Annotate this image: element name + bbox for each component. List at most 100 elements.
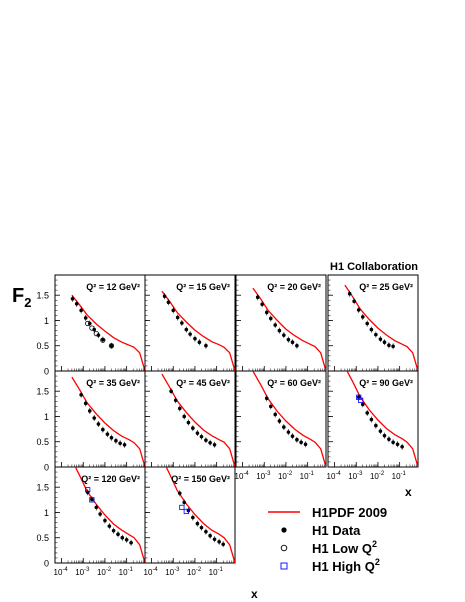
high-q2-point: [183, 508, 189, 515]
x-tick-label: 10-1: [209, 567, 224, 577]
data-point: [360, 315, 365, 319]
fit-curve: [165, 467, 235, 563]
high-q2-point: [89, 497, 95, 503]
panel-q2-150: Q² = 150 GeV² 10-4 10-3 10-2 10-1: [144, 466, 236, 577]
data-point: [277, 328, 282, 333]
x-tick-label: 10-2: [187, 567, 202, 577]
panel-grid: Q² = 12 GeV² 0 0.5 1 1.5 Q² = 15 GeV² Q² = 20 …: [36, 274, 419, 577]
data-point: [204, 343, 208, 348]
data-point: [374, 332, 378, 337]
panel-q2-15: Q² = 15 GeV²: [144, 274, 236, 372]
data-point: [369, 327, 374, 332]
data-point: [391, 440, 395, 445]
panel-q2-25: Q² = 25 GeV²: [327, 274, 419, 372]
data-point: [109, 343, 114, 348]
data-point: [378, 429, 383, 433]
data-point: [94, 505, 99, 510]
panel-label: Q² = 20 GeV²: [267, 282, 321, 292]
data-point: [92, 416, 97, 420]
data-point: [356, 308, 361, 312]
fit-curve: [252, 287, 326, 371]
x-tick-label: 10-3: [348, 471, 363, 481]
data-point: [114, 438, 118, 443]
panel-label: Q² = 60 GeV²: [267, 378, 321, 388]
data-point: [286, 430, 291, 434]
data-point: [212, 442, 217, 447]
legend-high-q2-marker: [280, 562, 288, 570]
data-point: [282, 333, 286, 337]
data-point: [382, 433, 387, 438]
data-point: [273, 412, 278, 417]
legend-low-q2-label: H1 Low Q2: [312, 539, 377, 556]
data-point: [162, 294, 167, 299]
data-point: [195, 521, 200, 526]
data-point: [208, 440, 212, 445]
data-point: [79, 308, 83, 313]
data-point: [83, 401, 88, 406]
legend: H1PDF 2009 H1 Data H1 Low Q2 H1 High Q2: [268, 505, 387, 574]
x-tick-label: 10-1: [392, 471, 407, 481]
data-point: [193, 336, 197, 341]
legend-low-q2-marker: [280, 544, 288, 552]
data-point: [378, 337, 383, 341]
y-tick-label: 0.5: [36, 437, 49, 447]
data-point: [391, 344, 395, 349]
panel-label: Q² = 15 GeV²: [176, 282, 230, 292]
low-q2-point: [85, 320, 91, 327]
x-tick-label: 10-1: [119, 567, 134, 577]
x-tick-label: 10-3: [75, 567, 90, 577]
collaboration-label: H1 Collaboration: [330, 261, 418, 273]
panel-label: Q² = 150 GeV²: [171, 474, 230, 484]
data-point: [282, 425, 286, 429]
panel-q2-60: Q² = 60 GeV² 10-4 10-3 10-2 10-1: [235, 370, 327, 481]
panel-q2-20: Q² = 20 GeV²: [235, 274, 327, 372]
panel-q2-120: Q² = 120 GeV² 0 0.5 1 1.5 10-4 10-3 10-2 10-1: [36, 466, 146, 577]
data-point: [129, 540, 133, 545]
panel-q2-45: Q² = 45 GeV²: [144, 370, 236, 468]
data-point: [195, 431, 200, 435]
data-point: [295, 343, 299, 348]
data-point: [277, 419, 282, 423]
x-tick-label: 10-2: [278, 471, 293, 481]
data-point: [169, 389, 173, 394]
data-point: [87, 409, 92, 413]
y-tick-label: 0: [44, 367, 49, 377]
fit-curve: [161, 373, 235, 467]
low-q2-point: [108, 343, 115, 349]
data-point: [184, 327, 189, 332]
data-point: [290, 434, 295, 438]
data-point: [199, 525, 204, 530]
data-point: [105, 432, 110, 436]
y-tick-label: 0.5: [36, 341, 49, 351]
panel-q2-35: Q² = 35 GeV² 0 0.5 1 1.5: [36, 370, 146, 473]
y-tick-label: 0: [44, 463, 49, 473]
data-point: [109, 435, 114, 440]
panel-label: Q² = 25 GeV²: [359, 282, 413, 292]
data-point: [360, 402, 365, 407]
data-point: [264, 310, 269, 315]
data-point: [382, 340, 387, 345]
data-point: [101, 337, 105, 342]
data-point: [387, 343, 391, 348]
panel-q2-12: Q² = 12 GeV² 0 0.5 1 1.5: [36, 274, 146, 377]
legend-data-label: H1 Data: [312, 523, 361, 538]
panel-label: Q² = 120 GeV²: [81, 474, 140, 484]
fit-curve: [161, 290, 235, 371]
y-tick-label: 1.5: [36, 291, 49, 301]
data-point: [290, 340, 295, 345]
data-point: [197, 340, 202, 345]
x-axis-label-right: x: [405, 485, 412, 499]
panel-label: Q² = 90 GeV²: [359, 378, 413, 388]
data-point: [208, 533, 212, 538]
data-point: [182, 414, 187, 419]
data-point: [204, 438, 208, 443]
data-point: [286, 337, 291, 342]
data-point: [369, 417, 374, 422]
data-point: [107, 524, 112, 528]
x-tick-label: 10-4: [144, 567, 159, 577]
data-point: [400, 444, 404, 449]
x-tick-label: 10-2: [97, 567, 112, 577]
data-point: [264, 396, 269, 401]
x-tick-label: 10-3: [165, 567, 180, 577]
